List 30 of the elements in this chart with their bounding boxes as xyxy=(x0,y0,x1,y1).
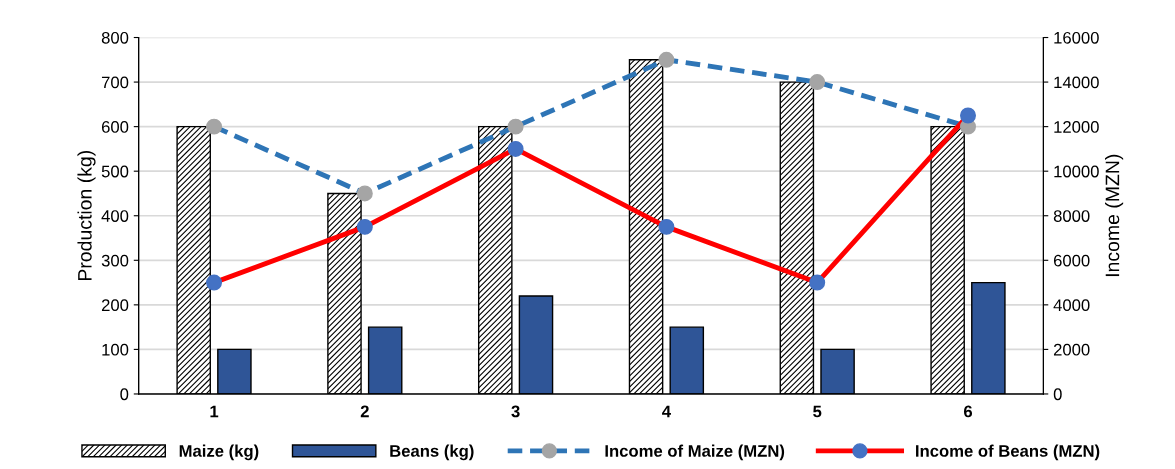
y-axis-title: Production (kg) xyxy=(77,151,96,281)
y2-tick-label: 2000 xyxy=(1053,343,1090,356)
y2-tick-label: 16000 xyxy=(1054,31,1099,44)
y-tick-label: 300 xyxy=(101,254,129,267)
y2-tick-label: 10000 xyxy=(1054,165,1099,178)
y2-tick-label: 0 xyxy=(1053,388,1062,401)
y-tick-label: 400 xyxy=(101,210,129,222)
x-tick-label: 4 xyxy=(662,405,671,418)
legend-label: Income of Maize (MZN) xyxy=(605,444,785,461)
y2-tick-label: 6000 xyxy=(1053,254,1090,267)
y-tick-label: 500 xyxy=(101,165,129,178)
x-tick-label: 2 xyxy=(360,405,369,418)
legend-label: Maize (kg) xyxy=(179,444,259,461)
y2-tick-label: 14000 xyxy=(1054,76,1099,89)
y2-tick-label: 4000 xyxy=(1053,299,1090,312)
y2-tick-label: 8000 xyxy=(1053,210,1090,222)
y-tick-label: 600 xyxy=(101,121,129,133)
y-tick-label: 200 xyxy=(101,299,129,312)
y2-axis-title: Income (MZN) xyxy=(1105,154,1124,277)
y-tick-label: 0 xyxy=(120,388,129,401)
y2-tick-label: 12000 xyxy=(1054,121,1099,133)
y-tick-label: 700 xyxy=(101,76,129,89)
x-tick-label: 5 xyxy=(813,405,822,418)
y-tick-label: 800 xyxy=(101,31,129,44)
x-tick-label: 6 xyxy=(963,405,973,418)
legend-label: Income of Beans (MZN) xyxy=(916,444,1100,461)
y-tick-label: 100 xyxy=(102,343,129,356)
x-tick-label: 1 xyxy=(210,405,219,418)
x-tick-label: 3 xyxy=(511,405,520,418)
legend-label: Beans (kg) xyxy=(390,444,474,461)
